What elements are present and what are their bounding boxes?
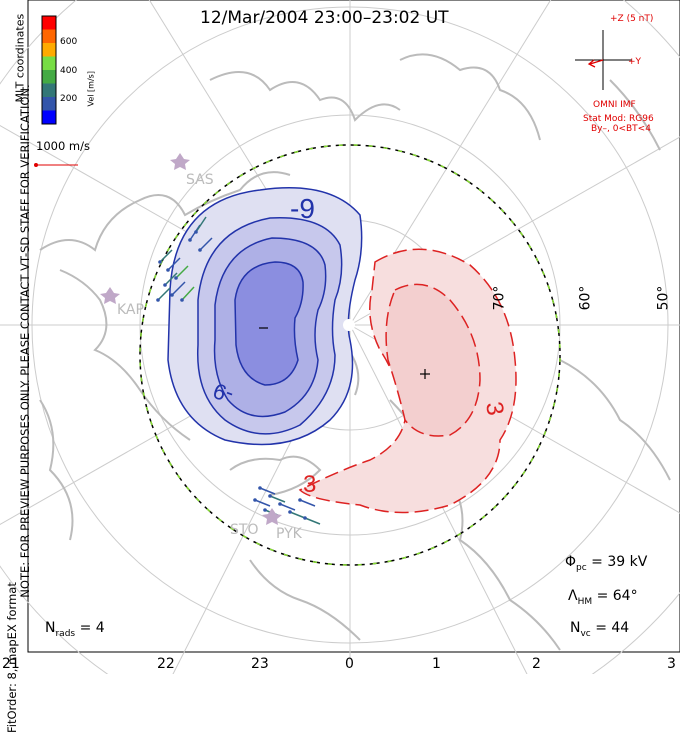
station-kap: KAP bbox=[117, 302, 144, 318]
mlt-label-22: 22 bbox=[157, 656, 175, 672]
color-bar-frame bbox=[41, 15, 57, 125]
contour-label-pos-right: 3 bbox=[480, 400, 509, 418]
potential-extrema bbox=[259, 327, 430, 379]
contour-label-neg-top: -9 bbox=[290, 193, 315, 224]
contour-label-pos-bottom: 3 bbox=[303, 471, 316, 498]
colorbar-tick-400: 400 bbox=[60, 66, 78, 76]
color-bar-swatch bbox=[42, 70, 56, 84]
coastlines bbox=[39, 53, 671, 651]
imf-model: Stat Mod: RG96 bbox=[583, 114, 654, 124]
colorbar-tick-600: 600 bbox=[60, 37, 78, 47]
coordinate-system: MLT coordinates bbox=[13, 13, 27, 103]
color-bar-swatch bbox=[42, 43, 56, 57]
plot-frame bbox=[27, 0, 680, 653]
map-title: 12/Mar/2004 23:00–23:02 UT bbox=[200, 8, 449, 28]
heppner-maynard-boundary bbox=[139, 144, 561, 566]
color-bar-swatch bbox=[42, 16, 56, 30]
stat-n-rads: Nrads = 4 bbox=[45, 620, 105, 639]
imf-z-label: +Z (5 nT) bbox=[610, 14, 654, 24]
station-sas: SAS bbox=[186, 172, 214, 188]
mlt-label-23: 23 bbox=[251, 656, 269, 672]
color-bar bbox=[42, 16, 56, 125]
velocity-vectors bbox=[157, 216, 321, 525]
preview-notice: NOTE: FOR PREVIEW PURPOSES ONLY. PLEASE … bbox=[18, 84, 32, 598]
color-bar-swatch bbox=[42, 97, 56, 111]
imf-vector bbox=[587, 59, 604, 68]
mlt-label-1: 1 bbox=[432, 656, 441, 672]
pole-marker bbox=[343, 319, 355, 331]
color-bar-swatch bbox=[42, 83, 56, 98]
mlt-label-3: 3 bbox=[667, 656, 676, 672]
color-bar-swatch bbox=[42, 29, 56, 44]
velocity-scale-label: 1000 m/s bbox=[36, 139, 90, 153]
latitude-label-70: 70° bbox=[491, 285, 508, 311]
positive-cell bbox=[298, 248, 517, 514]
imf-y-label: +Y bbox=[628, 57, 642, 67]
velocity-scale-origin bbox=[34, 163, 38, 167]
latitude-label-60: 60° bbox=[577, 285, 594, 311]
imf-source: OMNI IMF bbox=[593, 100, 636, 110]
mlt-label-0: 0 bbox=[345, 656, 354, 672]
imf-axes bbox=[575, 30, 632, 90]
color-bar-swatch bbox=[42, 56, 56, 71]
color-bar-swatch bbox=[42, 110, 56, 125]
negative-cell bbox=[167, 187, 363, 446]
latitude-label-50: 50° bbox=[655, 285, 672, 311]
radar-site-markers bbox=[100, 153, 282, 525]
imf-condition: By–, 0<BT<4 bbox=[591, 124, 651, 134]
mlt-label-2: 2 bbox=[532, 656, 541, 672]
vector-origins bbox=[156, 230, 307, 520]
station-pyk: PYK bbox=[276, 526, 302, 542]
colorbar-label: Vel [m/s] bbox=[86, 71, 96, 107]
colorbar-tick-200: 200 bbox=[60, 94, 78, 104]
stat-n-vc: Nvc = 44 bbox=[570, 620, 630, 639]
station-sto: STO bbox=[230, 522, 259, 538]
stat-phi-pc: Φpc = 39 kV bbox=[565, 554, 648, 573]
mlt-label-21: 21 bbox=[2, 656, 20, 672]
polar-map: -9 -9 3 3 bbox=[0, 0, 680, 674]
stat-lambda-hm: ΛHM = 64° bbox=[568, 588, 638, 607]
